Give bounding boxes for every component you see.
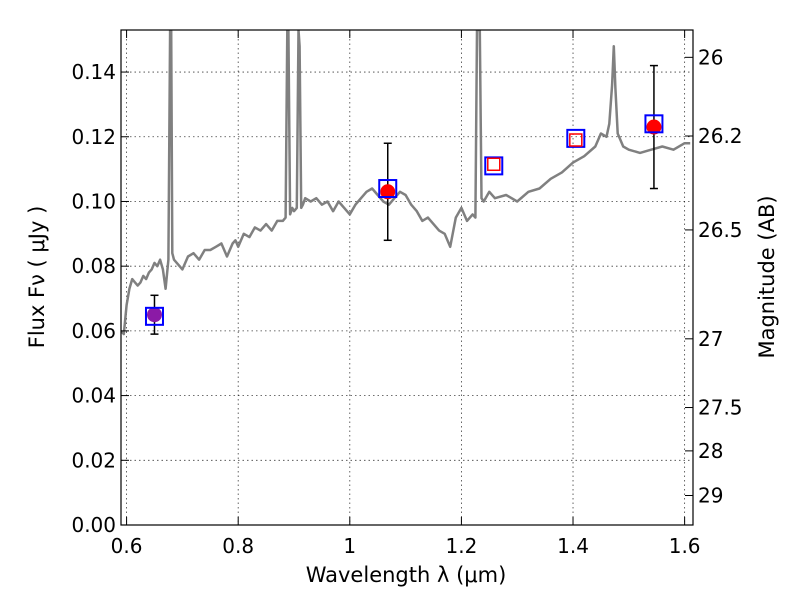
- y-tick-label: 0.14: [71, 60, 116, 84]
- predicted-square: [569, 133, 583, 147]
- x-tick-label: 1: [343, 534, 356, 558]
- spectrum-line: [121, 30, 691, 336]
- mag-tick-label: 27.5: [698, 396, 743, 420]
- mag-tick-label: 29: [698, 483, 723, 507]
- x-axis-label: Wavelength λ (μm): [306, 563, 507, 587]
- grid-layer: [121, 30, 693, 526]
- data-layer: [121, 30, 691, 336]
- x-tick-label: 1.4: [557, 534, 589, 558]
- x-tick-label: 1.6: [669, 534, 701, 558]
- mag-tick-label: 26.5: [698, 218, 743, 242]
- y-tick-label: 0.06: [71, 319, 116, 343]
- y-tick-label: 0.04: [71, 384, 116, 408]
- x-tick-label: 1.2: [446, 534, 478, 558]
- plot-frame: [120, 29, 694, 526]
- mag-tick-label: 26.2: [698, 124, 743, 148]
- y-tick-label: 0.10: [71, 189, 116, 213]
- y-tick-label: 0.08: [71, 254, 116, 278]
- mag-tick-label: 27: [698, 327, 723, 351]
- model-square: [144, 306, 164, 326]
- observed-point: [646, 119, 662, 135]
- model-square: [378, 179, 398, 199]
- marker-layer: [144, 64, 664, 335]
- observed-point: [380, 184, 396, 200]
- observed-point: [146, 307, 162, 323]
- right-axis-label: Magnitude (AB): [755, 195, 779, 358]
- y-tick-label: 0.00: [71, 513, 116, 537]
- model-square: [644, 114, 664, 134]
- y-tick-label: 0.02: [71, 448, 116, 472]
- predicted-square: [487, 157, 501, 172]
- tick-layer: 0.6 0.8 1 1.2 1.4 1.6 0.00 0.02 0.04 0.06 0.08 0.10…: [71, 30, 743, 558]
- model-square: [484, 156, 504, 176]
- y-axis-label: Flux Fν ( μJy ): [25, 206, 49, 349]
- y-tick-label: 0.12: [71, 125, 116, 149]
- model-square: [566, 128, 586, 148]
- x-tick-label: 0.6: [111, 534, 143, 558]
- mag-tick-label: 28: [698, 439, 723, 463]
- mag-tick-label: 26: [698, 45, 723, 69]
- x-tick-label: 0.8: [222, 534, 254, 558]
